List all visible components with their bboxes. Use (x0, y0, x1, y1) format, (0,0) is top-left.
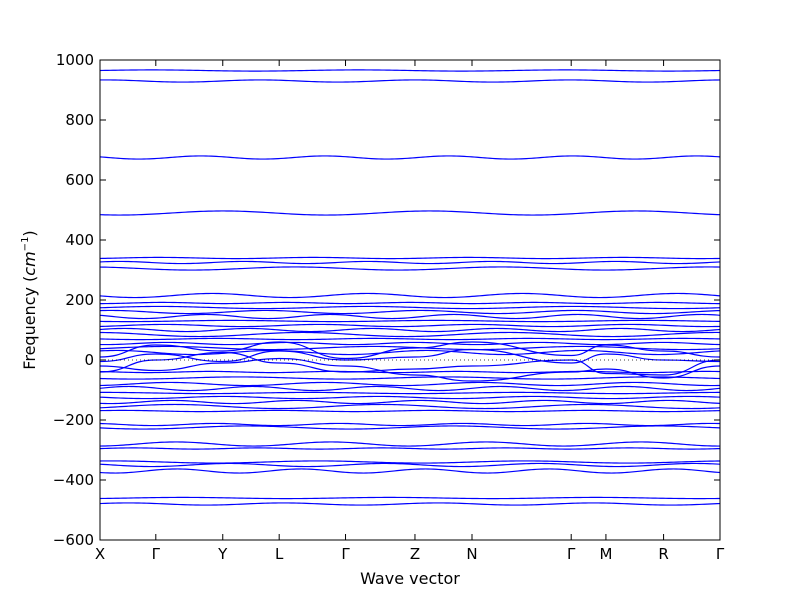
y-tick-label: 400 (65, 231, 94, 249)
band-line (100, 292, 720, 299)
band-line (100, 69, 720, 72)
band-line (100, 260, 720, 265)
x-tick-label: N (466, 545, 477, 563)
band-line (100, 331, 720, 338)
y-axis-label-exponent: −1 (20, 237, 31, 252)
band-line (100, 403, 720, 410)
band-line (100, 345, 720, 351)
y-tick-label: −600 (53, 531, 94, 549)
x-tick-label: Γ (716, 545, 725, 563)
band-line (100, 381, 720, 387)
band-line (100, 409, 720, 413)
y-axis-ticks: −600 −400 −200 0 200 400 600 800 1000 (53, 51, 720, 549)
x-axis-label: Wave vector (360, 569, 460, 588)
band-line (100, 341, 720, 346)
band-line (100, 447, 720, 450)
band-line (100, 391, 720, 395)
band-line (100, 323, 720, 328)
band-line (100, 395, 720, 400)
y-axis-label-unit: cm (20, 251, 39, 275)
x-tick-label: Γ (152, 545, 161, 563)
band-line (100, 376, 720, 380)
band-line (100, 468, 720, 474)
x-tick-label: X (95, 545, 105, 563)
band-line (100, 349, 720, 356)
y-axis-label-main: Frequency ( (20, 276, 39, 370)
band-line (100, 79, 720, 83)
x-tick-label: Z (410, 545, 420, 563)
band-line (100, 155, 720, 160)
band-line (100, 462, 720, 468)
y-tick-label: 200 (65, 291, 94, 309)
band-line (100, 319, 720, 323)
y-tick-label: 0 (84, 351, 94, 369)
bands-group (100, 69, 720, 506)
dispersive-band-line (100, 348, 720, 364)
band-line (100, 266, 720, 271)
band-line (100, 460, 720, 464)
x-tick-label: Y (217, 545, 228, 563)
band-line (100, 337, 720, 341)
dispersive-band-line (100, 341, 720, 360)
y-axis-label: Frequency (cm−1) (20, 230, 39, 369)
band-line (100, 210, 720, 216)
band-line (100, 301, 720, 305)
band-line (100, 370, 720, 374)
band-line (100, 496, 720, 500)
band-line (100, 309, 720, 315)
band-line (100, 385, 720, 392)
x-tick-label: Γ (567, 545, 576, 563)
band-line (100, 305, 720, 310)
band-line (100, 399, 720, 405)
y-tick-label: 1000 (56, 51, 94, 69)
band-line (100, 422, 720, 427)
y-tick-label: 800 (65, 111, 94, 129)
band-line (100, 327, 720, 333)
x-tick-label: M (599, 545, 612, 563)
y-tick-label: −200 (53, 411, 94, 429)
x-tick-label: R (658, 545, 668, 563)
x-tick-label: L (275, 545, 284, 563)
dispersive-band-line (100, 351, 720, 376)
band-line (100, 313, 720, 320)
band-line (100, 425, 720, 430)
band-line (100, 256, 720, 260)
band-line (100, 502, 720, 506)
y-tick-label: 600 (65, 171, 94, 189)
x-tick-label: Γ (341, 545, 350, 563)
band-line (100, 441, 720, 447)
y-tick-label: −400 (53, 471, 94, 489)
dispersive-band-line (100, 357, 720, 382)
y-axis-label-close: ) (20, 230, 39, 236)
